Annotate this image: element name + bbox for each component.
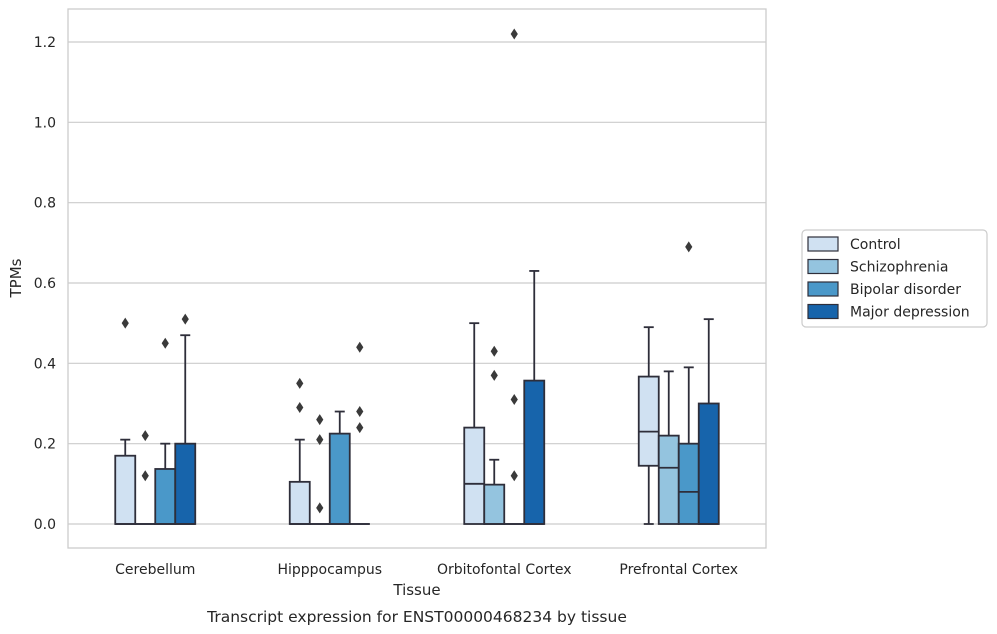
box (288, 480, 311, 525)
outlier-point (356, 422, 364, 434)
box (114, 454, 137, 525)
outlier-point (121, 317, 129, 329)
outlier-point (490, 369, 498, 381)
x-tick-label: Prefrontal Cortex (619, 562, 738, 578)
outlier-point (490, 345, 498, 357)
x-axis-ticks: Cerebellum Hipppocampus Orbitofontal Corte… (115, 562, 738, 578)
box (637, 375, 660, 467)
outlier-point (316, 414, 324, 426)
y-tick-label: 0.4 (34, 356, 56, 372)
series-schizophrenia (135, 345, 680, 525)
box (174, 442, 197, 525)
y-tick-label: 0.2 (34, 437, 56, 453)
box (463, 426, 486, 525)
legend-label: Control (850, 237, 901, 253)
box (697, 402, 720, 525)
series-major-depression (174, 270, 720, 525)
x-tick-label: Cerebellum (115, 562, 195, 578)
y-tick-label: 1.0 (34, 115, 56, 131)
outlier-point (685, 241, 693, 253)
box (677, 442, 700, 525)
legend-label: Major depression (850, 305, 970, 321)
outlier-point (141, 470, 149, 482)
outlier-point (510, 28, 518, 40)
x-tick-label: Orbitofontal Cortex (437, 562, 572, 578)
legend-swatch (807, 281, 839, 297)
outlier-point (296, 402, 304, 414)
plot-frame (67, 8, 767, 549)
box-plot-series (114, 28, 720, 525)
legend-swatch (807, 303, 839, 320)
outlier-point (356, 341, 364, 353)
y-axis-ticks: 0.0 0.2 0.4 0.6 0.8 1.0 1.2 (34, 35, 56, 533)
legend: Control Schizophrenia Bipolar disorder Majo… (801, 229, 988, 328)
box (154, 468, 177, 525)
outlier-point (141, 430, 149, 442)
legend-swatch (807, 236, 839, 252)
outlier-point (316, 502, 324, 514)
chart-caption: Transcript expression for ENST0000046823… (206, 608, 627, 626)
box (328, 432, 351, 525)
series-bipolar-disorder (154, 28, 700, 525)
legend-swatch (807, 258, 839, 275)
y-tick-label: 0.6 (34, 276, 56, 292)
y-axis-label: TPMs (7, 258, 25, 298)
legend-label: Bipolar disorder (850, 282, 961, 298)
box (657, 434, 680, 525)
y-tick-label: 0.8 (34, 196, 56, 212)
outlier-point (181, 313, 189, 325)
outlier-point (316, 434, 324, 446)
outlier-point (296, 377, 304, 389)
outlier-point (161, 337, 169, 349)
outlier-point (356, 406, 364, 418)
box (523, 379, 546, 525)
legend-frame (801, 229, 988, 328)
legend-label: Schizophrenia (850, 260, 948, 276)
outlier-point (510, 470, 518, 482)
y-tick-label: 1.2 (34, 35, 56, 51)
x-axis-label: Tissue (392, 581, 440, 599)
series-control (114, 317, 660, 525)
box (483, 483, 506, 525)
y-tick-label: 0.0 (34, 517, 56, 533)
outlier-point (510, 393, 518, 405)
x-tick-label: Hipppocampus (277, 562, 382, 578)
